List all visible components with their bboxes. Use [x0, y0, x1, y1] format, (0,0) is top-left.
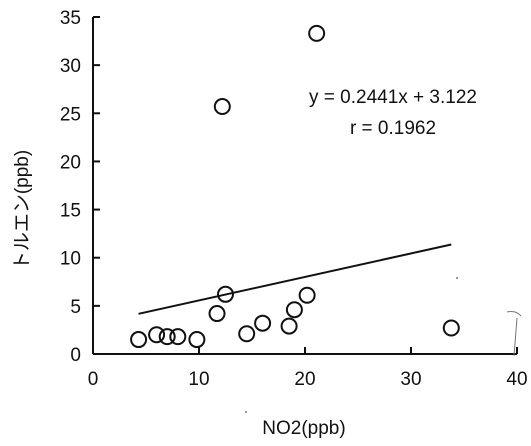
- y-tick-label: 25: [60, 104, 81, 125]
- data-point: [158, 328, 176, 346]
- equation-annotation: y = 0.2441x + 3.122: [309, 87, 477, 108]
- y-tick-label: 0: [70, 345, 81, 366]
- data-point: [308, 24, 326, 42]
- trend-line: [138, 243, 452, 315]
- y-tick-label: 15: [60, 201, 81, 222]
- data-point: [442, 319, 460, 337]
- x-tick-label: 20: [294, 369, 315, 390]
- x-tick-label: 40: [506, 369, 527, 390]
- y-tick-label: 30: [60, 56, 81, 77]
- r-annotation: r = 0.1962: [350, 118, 436, 139]
- data-point: [254, 314, 272, 332]
- x-axis-title: NO2(ppb): [262, 418, 345, 439]
- data-point: [213, 98, 231, 116]
- y-tick-label: 35: [60, 8, 81, 29]
- y-axis-title: トルエン(ppb): [12, 150, 33, 270]
- y-tick-label: 20: [60, 152, 81, 173]
- stray-mark: [506, 311, 522, 357]
- data-point: [169, 328, 187, 346]
- data-point: [280, 317, 298, 335]
- data-point: [188, 331, 206, 349]
- x-ticks: 0 10 20 30 40: [88, 347, 528, 390]
- y-tick-label: 10: [60, 249, 81, 270]
- y-ticks: 0 5 10 15 20 25 30 35: [60, 8, 100, 366]
- data-point: [285, 301, 303, 319]
- stray-dot: [456, 277, 458, 279]
- data-point: [148, 326, 166, 344]
- x-tick-label: 10: [188, 369, 209, 390]
- data-point: [208, 305, 226, 323]
- data-point: [217, 285, 234, 303]
- data-point: [298, 286, 316, 304]
- x-tick-label: 0: [88, 369, 99, 390]
- data-point: [130, 331, 148, 349]
- data-points: [130, 24, 460, 349]
- stray-dot: [245, 411, 247, 413]
- data-point: [238, 325, 256, 343]
- y-tick-label: 5: [70, 297, 81, 318]
- x-tick-label: 30: [400, 369, 421, 390]
